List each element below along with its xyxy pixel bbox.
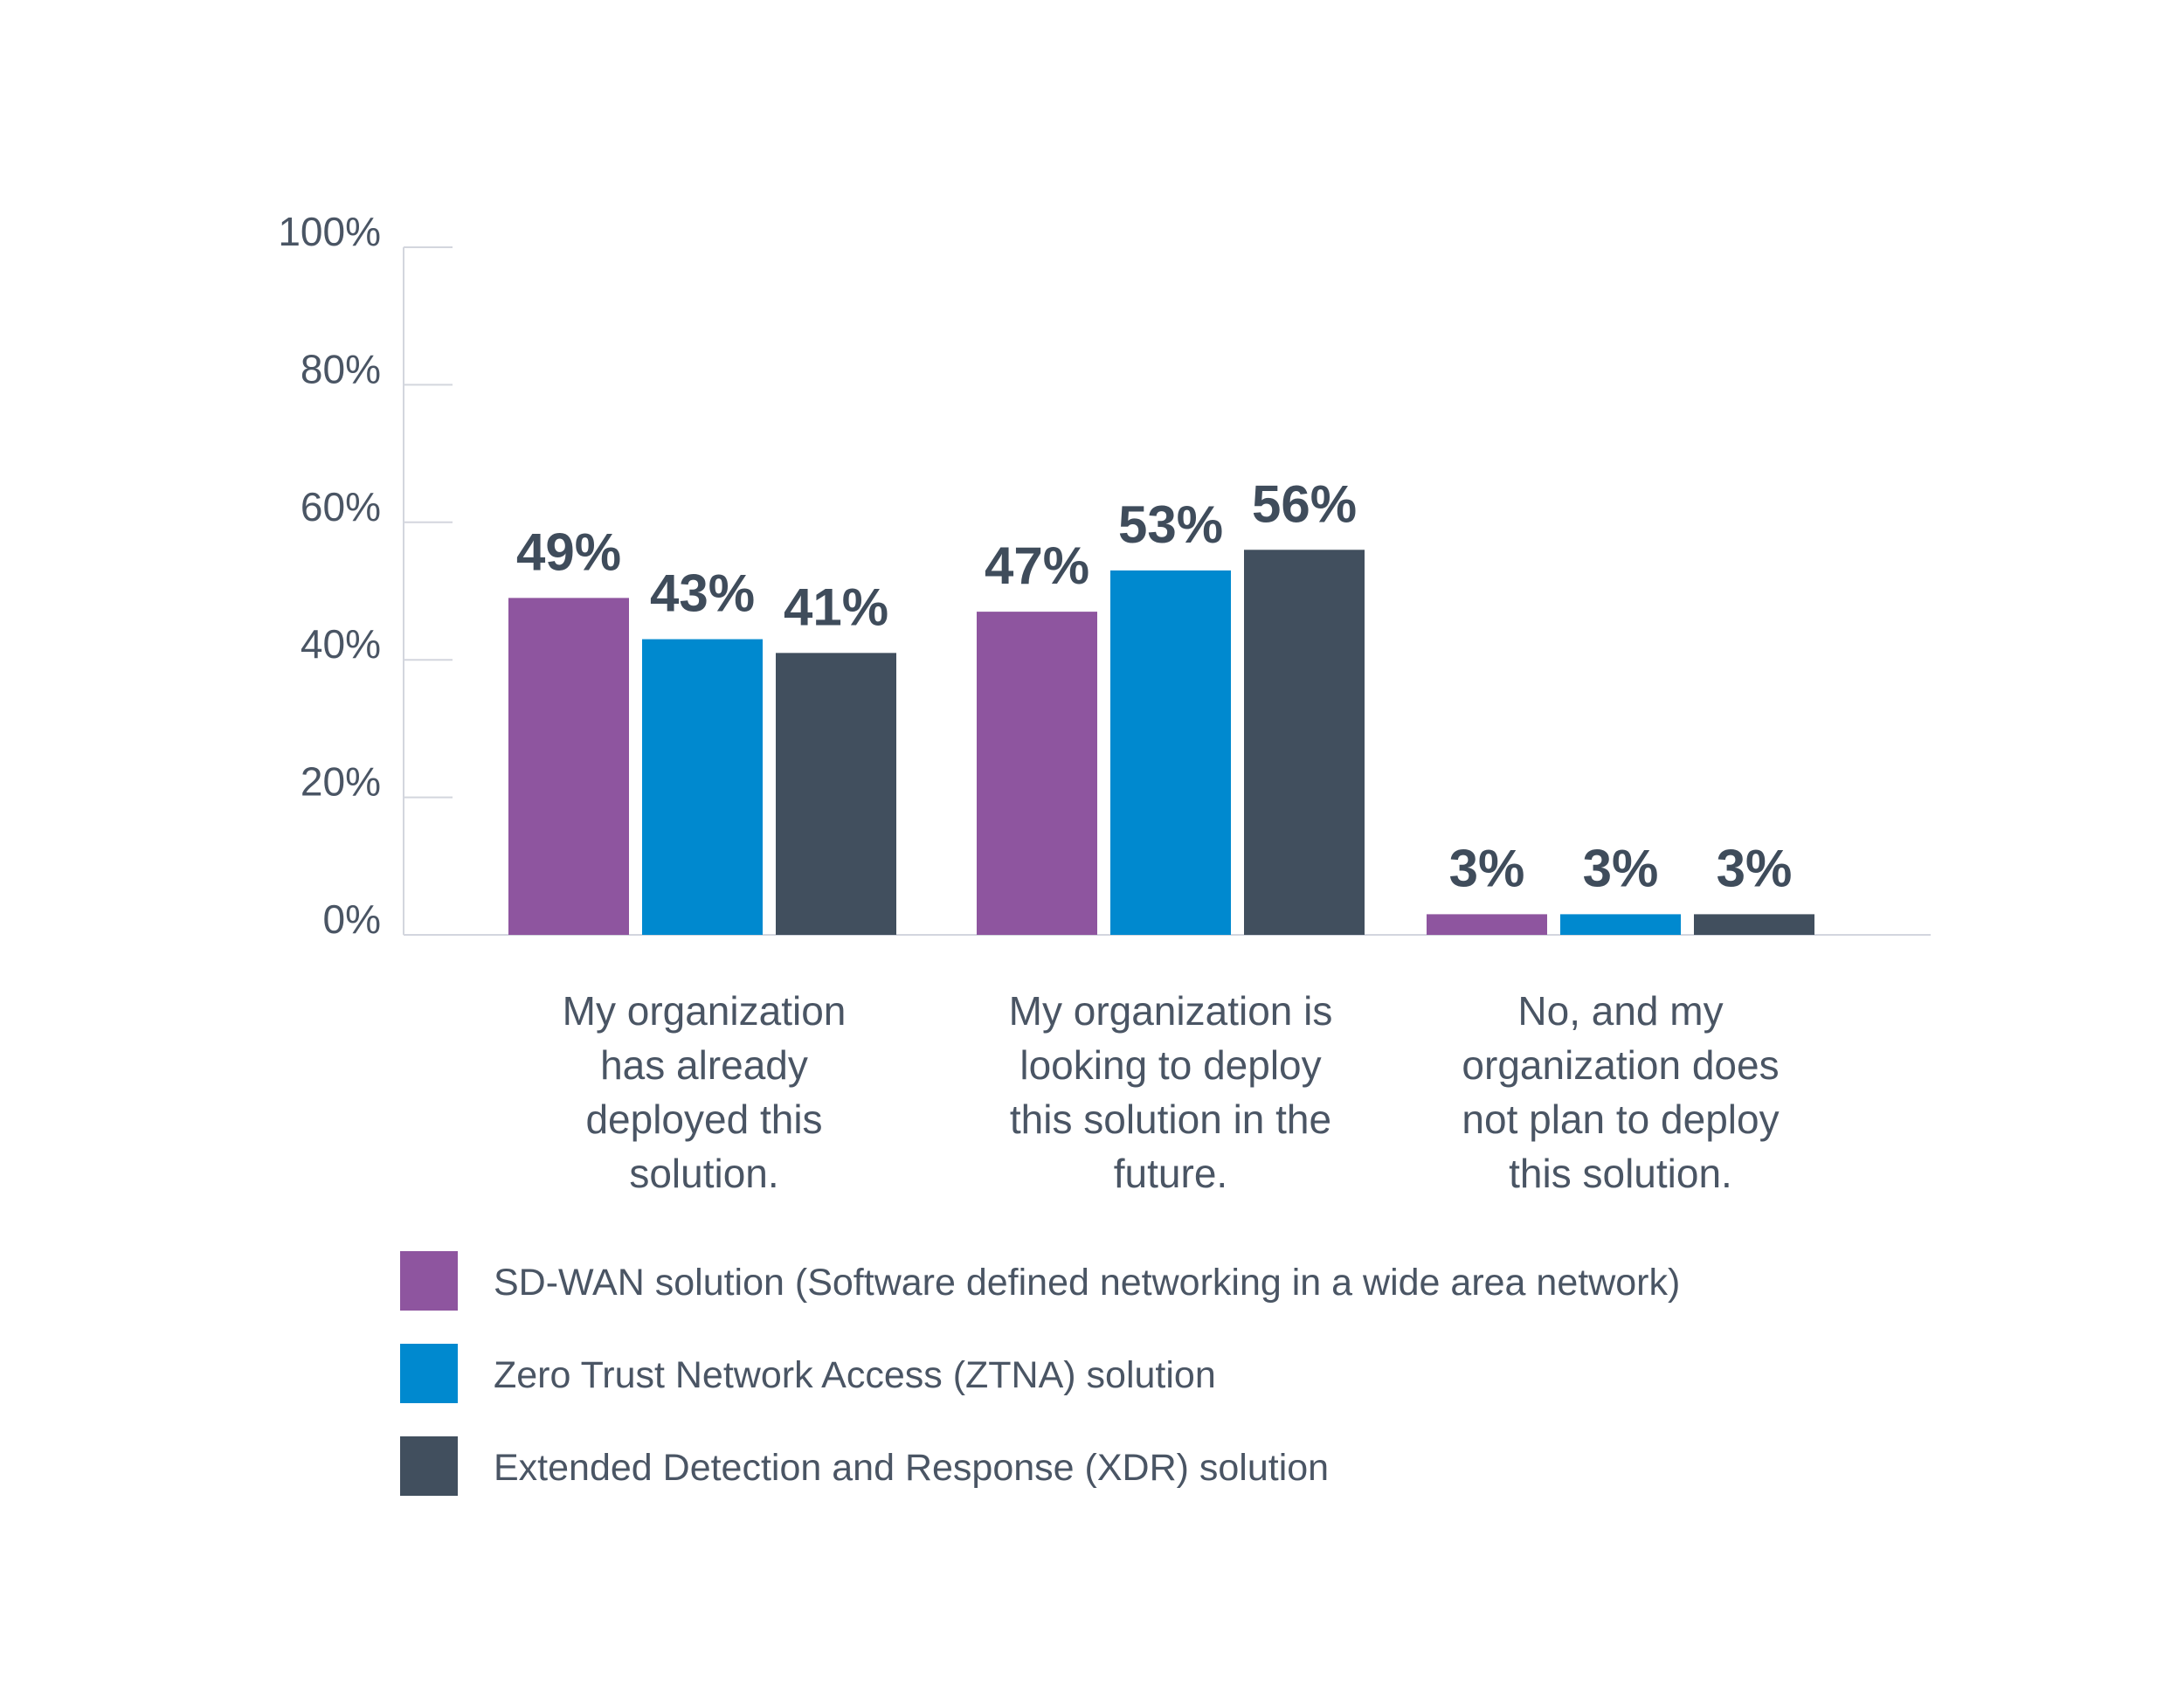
data-label: 56% (1252, 474, 1357, 533)
data-label: 53% (1118, 495, 1223, 554)
y-tick-label: 20% (301, 759, 381, 805)
legend-label: Zero Trust Network Access (ZTNA) solutio… (494, 1354, 1216, 1396)
bar (508, 598, 629, 935)
category-label: My organization has already deployed this s… (563, 988, 847, 1196)
y-tick-label: 40% (301, 621, 381, 667)
data-label: 3% (1583, 839, 1659, 897)
bar (642, 639, 763, 935)
bar (1560, 914, 1681, 935)
category-label: No, and my organization does not plan to d… (1462, 988, 1779, 1196)
bar (1110, 570, 1231, 935)
data-label: 3% (1449, 839, 1525, 897)
category-labels: My organization has already deployed this s… (563, 988, 1780, 1196)
legend: SD-WAN solution (Software defined networ… (400, 1251, 1680, 1496)
y-axis-ticks: 0% 20% 40% 60% 80% 100% (278, 209, 453, 942)
legend-swatch (400, 1251, 458, 1311)
data-label: 3% (1717, 839, 1793, 897)
data-labels: 49% 47% 3% 43% 53% 3% 41% 56% 3% (516, 474, 1792, 897)
legend-swatch (400, 1344, 458, 1403)
category-label: My organization is looking to deploy this … (1009, 988, 1333, 1196)
data-label: 49% (516, 522, 621, 581)
y-tick-label: 60% (301, 484, 381, 529)
bar (776, 653, 896, 935)
bar (1694, 914, 1814, 935)
y-tick-label: 80% (301, 346, 381, 391)
legend-label: SD-WAN solution (Software defined networ… (494, 1262, 1680, 1304)
y-tick-label: 100% (278, 209, 381, 254)
y-tick-label: 0% (323, 896, 381, 942)
bar (977, 612, 1097, 935)
bars (508, 550, 1814, 935)
data-label: 43% (650, 564, 755, 623)
legend-swatch (400, 1436, 458, 1496)
data-label: 41% (784, 578, 888, 636)
data-label: 47% (985, 536, 1089, 595)
bar (1244, 550, 1365, 935)
legend-label: Extended Detection and Response (XDR) so… (494, 1447, 1329, 1489)
bar (1427, 914, 1547, 935)
